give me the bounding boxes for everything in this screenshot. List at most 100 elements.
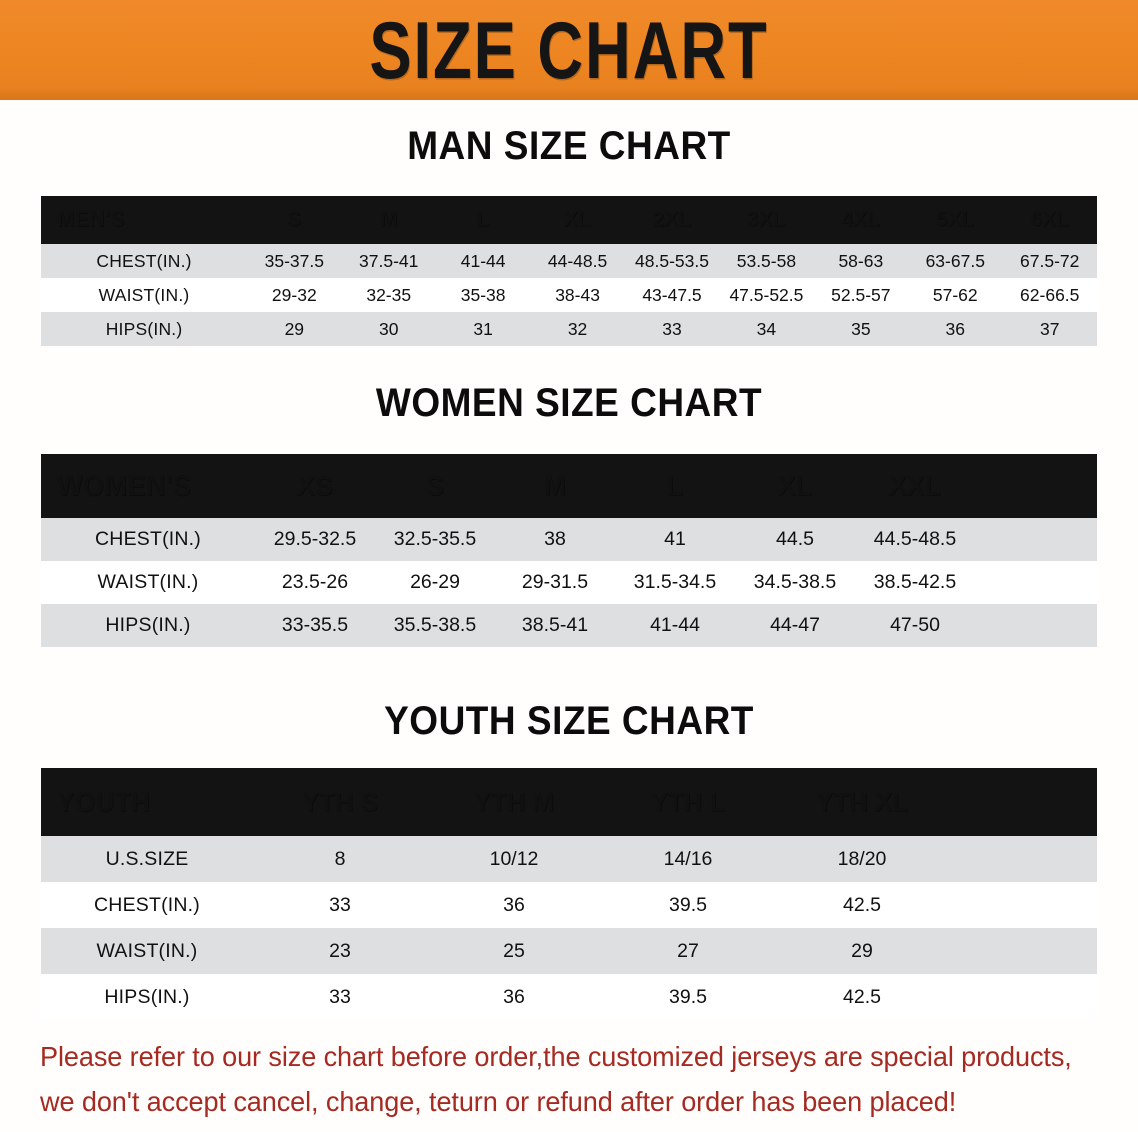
table-row: CHEST(IN.) 35-37.5 37.5-41 41-44 44-48.5 48.5… — [41, 244, 1097, 278]
youth-cell-r3-c2: 39.5 — [669, 985, 707, 1008]
women-cell-r1-c3: 31.5-34.5 — [633, 571, 717, 593]
women-column-header-0: XS — [296, 470, 334, 501]
youth-cell-r2-c2: 27 — [677, 939, 699, 962]
youth-row-label-3: HIPS(IN.) — [104, 985, 190, 1008]
men-cell-r2-c3: 32 — [567, 318, 588, 339]
men-cell-r1-c2: 35-38 — [460, 284, 506, 305]
women-row-label-2: HIPS(IN.) — [105, 614, 191, 636]
women-cell-spacer — [975, 561, 1097, 604]
disclaimer-line-1: Please refer to our size chart before or… — [40, 1041, 1072, 1072]
youth-cell-r2-c3: 29 — [851, 939, 873, 962]
men-column-header-5: 3XL — [747, 208, 786, 231]
women-cell-r0-c0: 29.5-32.5 — [273, 528, 357, 550]
men-cell-r0-c7: 63-67.5 — [925, 250, 985, 271]
men-cell-r1-c7: 57-62 — [932, 284, 978, 305]
women-column-header-1: S — [425, 470, 444, 501]
men-column-header-3: XL — [564, 208, 591, 231]
women-cell-r2-c1: 35.5-38.5 — [393, 614, 477, 636]
women-cell-r2-c2: 38.5-41 — [521, 614, 589, 636]
men-row-label-1: WAIST(IN.) — [98, 284, 190, 305]
youth-row-label-2: WAIST(IN.) — [96, 939, 198, 962]
disclaimer: Please refer to our size chart before or… — [40, 1035, 1082, 1124]
men-column-header-2: L — [476, 208, 490, 231]
youth-header-spacer — [949, 768, 1097, 836]
men-cell-r1-c6: 52.5-57 — [831, 284, 891, 305]
women-cell-r2-c5: 47-50 — [890, 614, 940, 636]
men-cell-r2-c5: 34 — [756, 318, 777, 339]
youth-row-label-1: CHEST(IN.) — [94, 893, 200, 916]
page-title: SIZE CHART — [369, 4, 769, 96]
youth-cell-r0-c0: 8 — [334, 847, 346, 870]
men-column-header-0: S — [287, 208, 302, 231]
table-row: HIPS(IN.) 29 30 31 32 33 34 35 36 37 — [41, 312, 1097, 346]
men-cell-r2-c6: 35 — [851, 318, 871, 339]
men-cell-r2-c8: 37 — [1040, 318, 1060, 339]
table-row: WAIST(IN.) 23 25 27 29 — [41, 928, 1097, 974]
women-cell-r1-c4: 34.5-38.5 — [753, 571, 837, 593]
men-cell-r1-c8: 62-66.5 — [1020, 284, 1080, 305]
table-row: U.S.SIZE 8 10/12 14/16 18/20 — [41, 836, 1097, 882]
banner: SIZE CHART — [0, 0, 1138, 100]
women-cell-r0-c1: 32.5-35.5 — [393, 528, 477, 550]
women-size-table: WOMEN'S XS S M L XL XXL CHEST(IN.) 29.5-32.5 32.5… — [41, 454, 1097, 647]
youth-cell-r1-c2: 39.5 — [669, 893, 707, 916]
men-cell-r1-c5: 47.5-52.5 — [729, 284, 804, 305]
men-cell-r1-c1: 32-35 — [366, 284, 412, 305]
men-column-header-6: 4XL — [841, 208, 881, 231]
youth-column-header-2: YTH L — [650, 786, 726, 817]
men-column-header-8: 6XL — [1030, 208, 1069, 231]
youth-size-table: YOUTH YTH S YTH M YTH L YTH XL U.S.SIZE 8 10/12… — [41, 768, 1097, 1020]
women-cell-r0-c4: 44.5 — [776, 528, 814, 550]
men-cell-r2-c2: 31 — [473, 318, 493, 339]
men-cell-r0-c6: 58-63 — [838, 250, 884, 271]
men-cell-r2-c0: 29 — [284, 318, 305, 339]
women-cell-r1-c5: 38.5-42.5 — [873, 571, 957, 593]
disclaimer-line-2: we don't accept cancel, change, teturn o… — [40, 1085, 957, 1117]
women-row-label-0: CHEST(IN.) — [95, 528, 201, 550]
youth-cell-r2-c0: 23 — [329, 939, 351, 962]
youth-cell-r2-c1: 25 — [503, 939, 525, 962]
women-table-body: WOMEN'S XS S M L XL XXL CHEST(IN.) 29.5-32.5 32.5… — [41, 454, 1097, 647]
youth-row-label-0: U.S.SIZE — [105, 847, 189, 870]
men-table-header-row: MEN'S S M L XL 2XL 3XL 4XL 5XL 6XL — [41, 196, 1097, 244]
men-cell-r0-c2: 41-44 — [460, 250, 506, 271]
men-column-header-7: 5XL — [936, 208, 975, 231]
women-column-header-5: XXL — [888, 470, 942, 501]
youth-table-header-row: YOUTH YTH S YTH M YTH L YTH XL — [41, 768, 1097, 836]
women-table-header-row: WOMEN'S XS S M L XL XXL — [41, 454, 1097, 518]
men-cell-r1-c4: 43-47.5 — [642, 284, 702, 305]
table-row: HIPS(IN.) 33 36 39.5 42.5 — [41, 974, 1097, 1020]
women-cell-r1-c1: 26-29 — [410, 571, 460, 593]
youth-cell-r3-c0: 33 — [329, 985, 351, 1008]
section-heading-youth: YOUTH SIZE CHART — [384, 698, 754, 743]
youth-table-body: YOUTH YTH S YTH M YTH L YTH XL U.S.SIZE 8 10/12… — [41, 768, 1097, 1020]
men-cell-r2-c7: 36 — [945, 318, 965, 339]
men-cell-r0-c5: 53.5-58 — [736, 250, 797, 271]
men-size-table: MEN'S S M L XL 2XL 3XL 4XL 5XL 6XL CHEST(IN.) 35-37… — [41, 196, 1097, 346]
women-cell-r2-c3: 41-44 — [650, 614, 700, 636]
women-cell-r0-c5: 44.5-48.5 — [873, 528, 957, 550]
youth-cell-spacer — [949, 836, 1097, 882]
youth-cell-r0-c2: 14/16 — [663, 847, 713, 870]
women-cell-r0-c2: 38 — [544, 528, 566, 550]
men-table-body: MEN'S S M L XL 2XL 3XL 4XL 5XL 6XL CHEST(IN.) 35-37… — [41, 196, 1097, 346]
men-cell-r1-c0: 29-32 — [271, 284, 317, 305]
table-row: WAIST(IN.) 29-32 32-35 35-38 38-43 43-47.5 47.… — [41, 278, 1097, 312]
men-row-label-2: HIPS(IN.) — [105, 318, 183, 339]
youth-column-header-0: YTH S — [301, 786, 379, 817]
youth-cell-spacer — [949, 928, 1097, 974]
women-column-header-3: L — [666, 470, 684, 501]
men-cell-r0-c1: 37.5-41 — [359, 250, 419, 271]
youth-cell-r3-c1: 36 — [503, 985, 525, 1008]
men-cell-r0-c0: 35-37.5 — [264, 250, 324, 271]
women-cell-r2-c0: 33-35.5 — [281, 614, 349, 636]
youth-cell-r0-c1: 10/12 — [489, 847, 539, 870]
youth-cell-r3-c3: 42.5 — [843, 985, 881, 1008]
men-row-label-0: CHEST(IN.) — [96, 250, 192, 271]
women-cell-r0-c3: 41 — [664, 528, 686, 550]
men-column-header-4: 2XL — [652, 208, 692, 231]
women-column-header-4: XL — [777, 470, 813, 501]
men-cell-r0-c8: 67.5-72 — [1020, 250, 1080, 271]
youth-cell-r1-c0: 33 — [329, 893, 351, 916]
